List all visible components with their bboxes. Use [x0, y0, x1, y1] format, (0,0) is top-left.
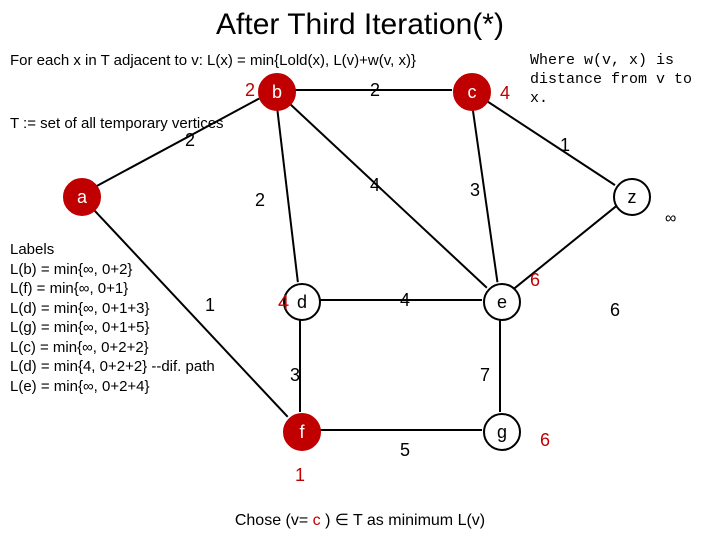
edge-weight: 3 — [290, 365, 300, 386]
node-f: f — [283, 413, 321, 451]
label-line: L(d) = min{4, 0+2+2} --dif. path — [10, 357, 215, 377]
edge-weight: 6 — [610, 300, 620, 321]
chose-prefix: Chose (v= — [235, 512, 313, 529]
distance-note: Where w(v, x) is distance from v to x. — [530, 52, 710, 108]
label-line: L(g) = min{∞, 0+1+5} — [10, 318, 215, 338]
label-line: L(b) = min{∞, 0+2} — [10, 260, 215, 280]
edge-weight: 4 — [500, 83, 510, 104]
edge-weight: 2 — [185, 130, 195, 151]
chose-mid: ) — [321, 512, 335, 529]
z-infinity: ∞ — [665, 210, 676, 228]
labels-block: Labels L(b) = min{∞, 0+2} L(f) = min{∞, … — [10, 240, 215, 396]
edge-weight: 4 — [370, 175, 380, 196]
label-line: L(d) = min{∞, 0+1+3} — [10, 299, 215, 319]
edge-weight: 7 — [480, 365, 490, 386]
update-rule: For each x in T adjacent to v: L(x) = mi… — [10, 52, 416, 69]
edge-weight: 6 — [530, 270, 540, 291]
chose-line: Chose (v= c ) ∈ T as minimum L(v) — [0, 510, 720, 530]
labels-header: Labels — [10, 240, 215, 260]
edge-weight: 2 — [245, 80, 255, 101]
slide-title: After Third Iteration(*) — [0, 8, 720, 42]
edge-weight: 1 — [205, 295, 215, 316]
edge-weight: 5 — [400, 440, 410, 461]
d-cost: 4 — [278, 292, 289, 315]
element-of-icon: ∈ — [335, 512, 349, 529]
node-b: b — [258, 73, 296, 111]
label-line: L(e) = min{∞, 0+2+4} — [10, 377, 215, 397]
edge-weight: 4 — [400, 290, 410, 311]
label-line: L(f) = min{∞, 0+1} — [10, 279, 215, 299]
edge-weight: 3 — [470, 180, 480, 201]
edge-weight: 1 — [560, 135, 570, 156]
chose-suffix: T as minimum L(v) — [349, 512, 485, 529]
node-z: z — [613, 178, 651, 216]
edge-weight: 1 — [295, 465, 305, 486]
edge-weight: 6 — [540, 430, 550, 451]
edge-weight: 2 — [255, 190, 265, 211]
node-g: g — [483, 413, 521, 451]
node-e: e — [483, 283, 521, 321]
node-a: a — [63, 178, 101, 216]
chose-vertex: c — [313, 512, 321, 529]
node-c: c — [453, 73, 491, 111]
edge-weight: 2 — [370, 80, 380, 101]
label-line: L(c) = min{∞, 0+2+2} — [10, 338, 215, 358]
